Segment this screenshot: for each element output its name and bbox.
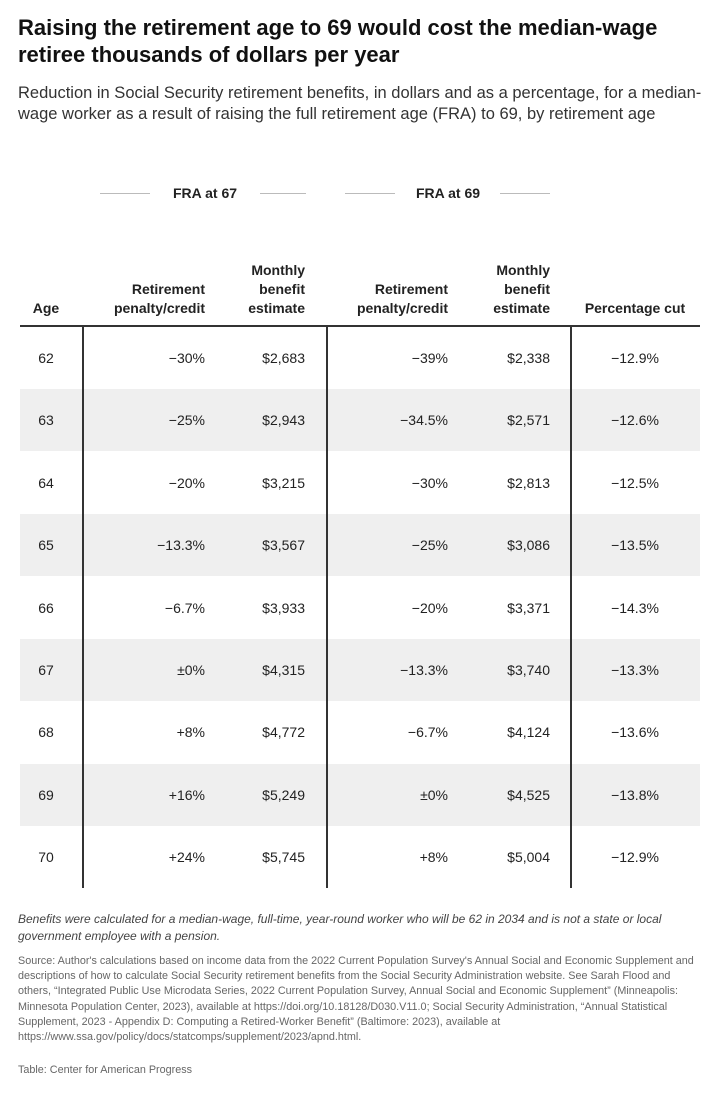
- divider: [570, 326, 572, 888]
- cell: $4,772: [262, 724, 305, 741]
- cell: −39%: [411, 350, 448, 366]
- group-header: FRA at 67: [172, 185, 238, 201]
- cell: −12.9%: [611, 350, 659, 366]
- cell: 67: [38, 662, 54, 678]
- cell: −30%: [168, 350, 205, 366]
- cell: +16%: [168, 786, 205, 803]
- cell: $3,933: [262, 599, 305, 616]
- cell: $2,943: [262, 412, 305, 429]
- row-shade: [20, 763, 700, 826]
- subtitle: Reduction in Social Security retirement …: [18, 84, 702, 123]
- row-shade: [20, 389, 700, 452]
- row-shade: [20, 514, 700, 577]
- cell: $2,683: [262, 350, 305, 366]
- column-header: Age: [32, 300, 60, 316]
- cell: +8%: [176, 724, 205, 741]
- cell: $3,567: [262, 537, 305, 554]
- rule: [500, 193, 550, 194]
- credit: Table: Center for American Progress: [18, 1064, 193, 1076]
- column-header: Retirement penalty/credit: [113, 281, 205, 316]
- cell: $3,215: [262, 474, 305, 491]
- divider: [82, 326, 84, 888]
- cell: 62: [38, 350, 54, 366]
- cell: −13.3%: [400, 662, 448, 678]
- note: Benefits were calculated for a median-wa…: [18, 912, 662, 943]
- cell: −12.5%: [611, 474, 659, 491]
- column-header: Retirement penalty/credit: [356, 281, 448, 316]
- cell: +8%: [419, 849, 448, 866]
- title: Raising the retirement age to 69 would c…: [18, 15, 658, 67]
- cell: ±0%: [420, 786, 448, 803]
- cell: $2,571: [507, 412, 550, 429]
- cell: −20%: [168, 474, 205, 491]
- cell: +24%: [168, 849, 205, 866]
- rule: [345, 193, 395, 194]
- row-shade: [20, 639, 700, 701]
- cell: −12.9%: [611, 849, 659, 866]
- cell: $3,740: [507, 662, 550, 678]
- cell: $4,525: [507, 786, 550, 803]
- cell: −6.7%: [407, 724, 448, 741]
- cell: $5,004: [507, 849, 550, 866]
- cell: $2,813: [507, 474, 550, 491]
- rule: [100, 193, 150, 194]
- cell: −13.5%: [611, 537, 659, 554]
- cell: $4,315: [262, 662, 305, 678]
- cell: $5,249: [262, 786, 305, 803]
- cell: −25%: [411, 537, 448, 554]
- cell: −13.3%: [611, 662, 659, 678]
- rule: [260, 193, 306, 194]
- column-header: Percentage cut: [584, 300, 686, 316]
- column-header: Monthly benefit estimate: [493, 262, 550, 316]
- cell: −12.6%: [611, 412, 659, 429]
- cell: 68: [38, 724, 54, 741]
- cell: −30%: [411, 474, 448, 491]
- cell: −14.3%: [611, 599, 659, 616]
- group-header: FRA at 69: [415, 185, 481, 201]
- cell: −13.6%: [611, 724, 659, 741]
- divider: [326, 326, 328, 888]
- column-header: Monthly benefit estimate: [248, 262, 305, 316]
- header-rule: [20, 325, 700, 327]
- cell: $2,338: [507, 350, 550, 366]
- cell: −6.7%: [164, 599, 205, 616]
- cell: ±0%: [177, 662, 205, 678]
- cell: 65: [38, 537, 54, 554]
- cell: −25%: [168, 412, 205, 429]
- cell: $5,745: [262, 849, 305, 866]
- cell: −34.5%: [400, 412, 448, 429]
- cell: $3,371: [507, 599, 550, 616]
- cell: 69: [38, 786, 54, 803]
- cell: 64: [38, 474, 54, 491]
- cell: 66: [38, 599, 54, 616]
- cell: −13.3%: [157, 537, 205, 554]
- cell: −20%: [411, 599, 448, 616]
- cell: −13.8%: [611, 786, 659, 803]
- cell: 63: [38, 412, 54, 429]
- cell: $3,086: [507, 537, 550, 554]
- source: Source: Author's calculations based on i…: [18, 955, 694, 1044]
- cell: 70: [38, 849, 54, 866]
- cell: $4,124: [507, 724, 550, 741]
